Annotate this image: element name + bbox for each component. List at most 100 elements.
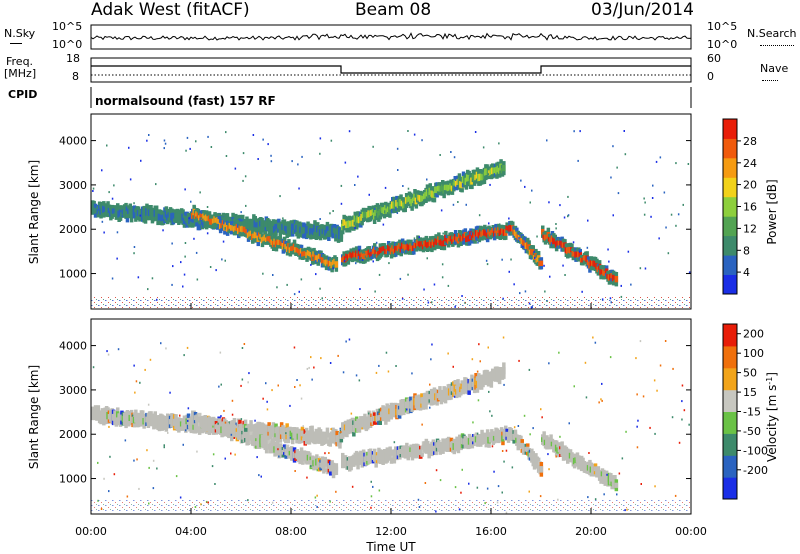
velocity-y-axis-label: Slant Range [km]: [27, 365, 41, 469]
velocity-speckle: [97, 461, 99, 464]
velocity-speckle: [585, 396, 588, 399]
velocity-speckle: [350, 412, 353, 415]
x-tick-label: 00:00: [675, 525, 707, 538]
velocity-echo-core: [539, 466, 544, 473]
colorbar-tick-label: 12: [743, 222, 757, 235]
velocity-speckle: [532, 427, 534, 430]
power-speckle: [210, 146, 213, 148]
velocity-speckle: [224, 457, 226, 460]
velocity-speckle: [306, 367, 309, 370]
power-speckle: [433, 283, 436, 286]
power-speckle: [533, 250, 535, 253]
velocity-speckle: [430, 358, 432, 361]
velocity-speckle: [606, 473, 608, 476]
velocity-speckle: [277, 448, 279, 451]
colorbar-tick-label: 15: [743, 386, 757, 399]
velocity-speckle: [149, 358, 152, 361]
power-speckle: [297, 163, 299, 166]
power-speckle: [441, 263, 444, 266]
velocity-speckle: [126, 495, 129, 498]
colorbar-tick-label: -200: [743, 464, 768, 477]
power-speckle: [111, 277, 114, 280]
power-speckle: [242, 152, 245, 155]
velocity-speckle: [293, 346, 296, 349]
velocity-speckle: [681, 384, 684, 387]
power-speckle: [644, 201, 646, 204]
power-speckle: [644, 267, 647, 270]
velocity-speckle: [211, 465, 214, 468]
x-axis-label: Time UT: [365, 540, 416, 554]
velocity-speckle: [555, 455, 557, 458]
x-tick-label: 08:00: [275, 525, 307, 538]
velocity-speckle: [133, 364, 135, 367]
power-speckle: [252, 134, 255, 136]
power-speckle: [562, 264, 564, 267]
power-speckle: [329, 212, 331, 215]
velocity-speckle: [184, 429, 187, 432]
colorbar-swatch: [723, 255, 737, 275]
velocity-speckle: [179, 496, 182, 499]
power-speckle: [498, 142, 500, 145]
power-speckle: [375, 254, 377, 256]
power-speckle: [478, 214, 481, 217]
velocity-speckle: [568, 422, 570, 425]
velocity-speckle: [511, 466, 514, 469]
velocity-speckle: [266, 408, 269, 411]
power-echo-core: [334, 261, 339, 268]
power-speckle: [206, 232, 209, 235]
beam-title: Beam 08: [355, 0, 432, 20]
colorbar-swatch: [723, 477, 737, 500]
power-speckle: [330, 139, 333, 142]
power-speckle: [439, 154, 441, 156]
velocity-speckle: [163, 444, 165, 447]
colorbar-swatch: [723, 455, 737, 478]
power-speckle: [137, 276, 140, 279]
velocity-speckle: [654, 485, 656, 488]
power-speckle: [310, 263, 312, 266]
velocity-speckle: [683, 409, 686, 412]
power-speckle: [639, 267, 642, 270]
velocity-speckle: [528, 490, 530, 493]
power-speckle: [215, 269, 217, 272]
power-speckle: [374, 208, 376, 210]
power-speckle: [485, 236, 487, 239]
velocity-speckle: [165, 347, 167, 350]
power-speckle: [597, 263, 599, 266]
velocity-speckle: [318, 456, 321, 459]
velocity-speckle: [265, 382, 267, 385]
power-speckle: [508, 270, 510, 273]
power-speckle: [189, 221, 192, 224]
power-speckle: [529, 201, 531, 204]
power-speckle: [610, 176, 612, 179]
colorbar-tick-label: 8: [743, 244, 750, 257]
velocity-speckle: [594, 341, 597, 344]
velocity-speckle: [635, 357, 637, 360]
power-speckle: [465, 203, 467, 206]
power-speckle: [343, 260, 346, 262]
velocity-speckle: [625, 430, 627, 433]
power-echo-core: [539, 260, 544, 266]
power-speckle: [225, 155, 228, 157]
velocity-speckle: [505, 511, 508, 514]
power-speckle: [407, 130, 409, 132]
power-speckle: [486, 263, 489, 266]
power-speckle: [572, 241, 575, 244]
cpid-panel: [90, 87, 692, 108]
velocity-speckle: [528, 368, 531, 371]
power-speckle: [111, 197, 114, 200]
power-speckle: [442, 232, 444, 235]
power-speckle: [488, 222, 490, 225]
power-speckle: [272, 274, 274, 276]
velocity-speckle: [148, 466, 150, 469]
velocity-speckle: [460, 491, 462, 494]
power-speckle: [377, 255, 379, 258]
nsky-tick-top: 10^5: [52, 20, 83, 33]
nsky-trace: [90, 32, 692, 41]
velocity-speckle: [672, 367, 674, 370]
power-speckle: [587, 219, 589, 222]
velocity-speckle: [212, 453, 215, 456]
velocity-speckle: [117, 348, 120, 351]
velocity-speckle: [241, 347, 244, 349]
colorbar-swatch: [723, 157, 737, 178]
power-speckle: [103, 231, 105, 234]
